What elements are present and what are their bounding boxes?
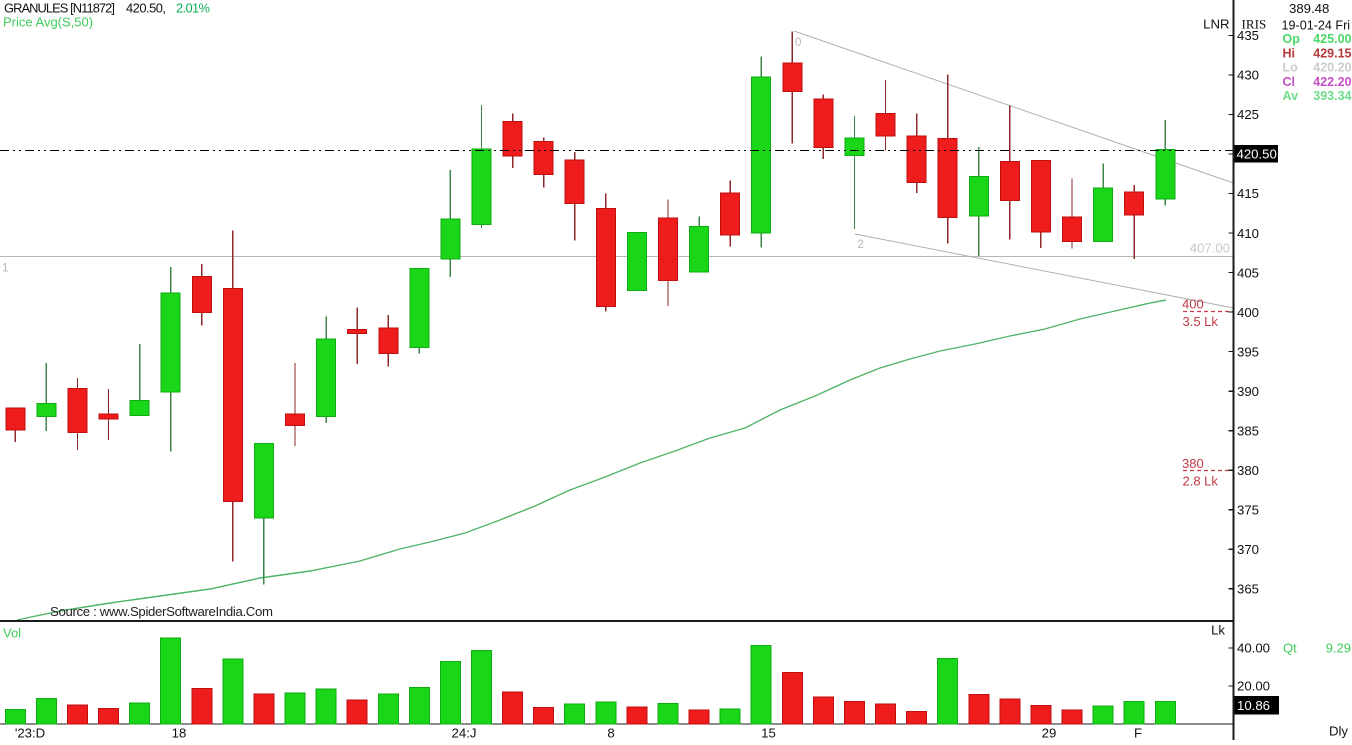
svg-text:425.00: 425.00 [1313,32,1351,46]
svg-text:9.29: 9.29 [1326,641,1351,656]
svg-text:GRANULES [N11872]420.50,2.01%: GRANULES [N11872] 420.50, 2.01% [4,1,210,16]
svg-text:24:J: 24:J [452,726,477,741]
svg-text:365: 365 [1237,582,1259,597]
svg-text:0: 0 [795,37,801,49]
svg-text:Cl: Cl [1283,75,1296,89]
svg-text:407.00: 407.00 [1190,241,1230,256]
svg-text:IRIS: IRIS [1242,17,1267,32]
svg-text:400: 400 [1182,297,1204,312]
svg-text:15: 15 [761,726,776,741]
svg-text:380: 380 [1182,456,1204,471]
svg-text:1: 1 [2,263,8,275]
svg-text:420.50: 420.50 [1237,147,1277,162]
svg-text:390: 390 [1237,384,1259,399]
svg-text:400: 400 [1237,305,1259,320]
svg-text:405: 405 [1237,265,1259,280]
svg-text:430: 430 [1237,68,1259,83]
svg-text:Lo: Lo [1283,61,1299,75]
svg-text:Op: Op [1283,32,1301,46]
svg-text:415: 415 [1237,186,1259,201]
svg-text:425: 425 [1237,107,1259,122]
svg-text:Hi: Hi [1283,47,1296,61]
svg-text:380: 380 [1237,463,1259,478]
svg-text:LNR: LNR [1203,17,1229,32]
svg-text:410: 410 [1237,226,1259,241]
svg-text:3.5 Lk: 3.5 Lk [1183,314,1219,329]
svg-text:2: 2 [858,239,864,251]
svg-text:429.15: 429.15 [1313,47,1351,61]
svg-text:29: 29 [1042,726,1057,741]
svg-text:389.48: 389.48 [1289,1,1329,16]
svg-text:395: 395 [1237,344,1259,359]
svg-text:422.20: 422.20 [1313,75,1351,89]
svg-text:F: F [1134,726,1142,741]
svg-text:393.34: 393.34 [1313,89,1351,103]
svg-text:10.86: 10.86 [1237,698,1270,713]
svg-text:Price Avg(S,50): Price Avg(S,50) [3,15,93,30]
svg-text:20.00: 20.00 [1237,679,1270,694]
svg-text:435: 435 [1237,28,1259,43]
svg-text:Dly: Dly [1329,724,1348,739]
svg-text:18: 18 [172,726,187,741]
svg-text:Av: Av [1283,89,1299,103]
svg-text:385: 385 [1237,423,1259,438]
svg-text:375: 375 [1237,503,1259,518]
svg-text:Lk: Lk [1211,623,1225,638]
svg-text:40.00: 40.00 [1237,641,1270,656]
svg-text:8: 8 [607,726,614,741]
svg-text:19-01-24 Fri: 19-01-24 Fri [1282,18,1351,32]
svg-text:'23:D: '23:D [15,726,45,741]
svg-text:2.8 Lk: 2.8 Lk [1183,474,1219,489]
svg-text:420.20: 420.20 [1313,61,1351,75]
svg-text:370: 370 [1237,542,1259,557]
svg-text:Vol: Vol [3,626,21,641]
svg-text:Source : www.SpiderSoftwareInd: Source : www.SpiderSoftwareIndia.Com [50,604,273,619]
svg-text:Qt: Qt [1283,641,1297,656]
